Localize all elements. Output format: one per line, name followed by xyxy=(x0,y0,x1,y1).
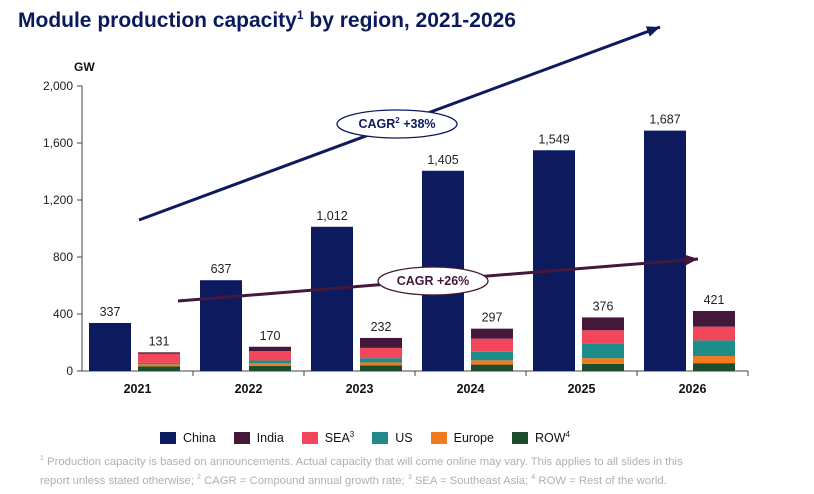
bar-segment-us xyxy=(582,343,624,359)
legend-label: Europe xyxy=(453,430,494,445)
cagr-26-annotation-text: CAGR +26% xyxy=(397,274,470,288)
stack-total-label: 232 xyxy=(371,320,392,334)
x-tick-label: 2026 xyxy=(679,382,707,396)
bar-segment-row xyxy=(471,364,513,371)
cagr-38-trend-arrow-head xyxy=(645,26,660,37)
bar-segment-india xyxy=(138,352,180,354)
bar-segment-india xyxy=(582,317,624,331)
x-tick-label: 2025 xyxy=(568,382,596,396)
legend-item-india: India xyxy=(233,430,284,445)
footnote-line-2: report unless stated otherwise; 2 CAGR =… xyxy=(40,473,667,487)
bar-segment-europe xyxy=(249,363,291,366)
bar-china xyxy=(533,150,575,371)
legend-swatch xyxy=(511,431,528,444)
bar-segment-sea xyxy=(138,353,180,363)
china-value-label: 1,405 xyxy=(427,153,458,167)
legend-swatch xyxy=(301,431,318,444)
bar-segment-us xyxy=(138,362,180,365)
legend-item-sea: SEA3 xyxy=(301,430,355,446)
bar-segment-europe xyxy=(471,360,513,365)
legend-swatch xyxy=(372,431,389,444)
legend-swatch xyxy=(160,431,176,444)
bar-segment-sea xyxy=(249,351,291,361)
chart-title: Module production capacity1 by region, 2… xyxy=(18,8,516,33)
footnote: 1 Production capacity is based on announ… xyxy=(40,451,800,489)
china-value-label: 337 xyxy=(100,305,121,319)
cagr-38-annotation-text: CAGR2 +38% xyxy=(358,116,435,131)
bar-segment-us xyxy=(360,358,402,363)
cagr-26-trend-arrow-head xyxy=(684,254,698,266)
x-tick-label: 2023 xyxy=(346,382,374,396)
bar-segment-india xyxy=(249,346,291,352)
bar-segment-europe xyxy=(138,364,180,367)
y-tick-label: 0 xyxy=(66,364,73,378)
bar-segment-row xyxy=(249,365,291,371)
china-value-label: 1,687 xyxy=(649,113,680,127)
bar-segment-india xyxy=(471,328,513,339)
bar-segment-us xyxy=(471,351,513,361)
y-axis-unit-label: GW xyxy=(74,60,95,74)
stack-total-label: 297 xyxy=(482,311,503,325)
bar-segment-sea xyxy=(360,347,402,359)
legend-label: ROW4 xyxy=(534,430,570,446)
title-footnote-marker: 1 xyxy=(296,8,304,22)
y-tick-label: 400 xyxy=(53,307,73,321)
bar-segment-sea xyxy=(693,326,735,341)
bar-segment-row xyxy=(138,366,180,371)
bar-china xyxy=(200,280,242,371)
legend-label: SEA3 xyxy=(324,430,355,446)
bar-segment-row xyxy=(360,365,402,371)
y-tick-label: 800 xyxy=(53,250,73,264)
bar-china xyxy=(644,130,686,371)
bar-segment-us xyxy=(693,340,735,357)
title-main: Module production capacity xyxy=(18,9,297,32)
legend-item-china: China xyxy=(160,430,216,445)
x-tick-label: 2022 xyxy=(235,382,263,396)
x-tick-label: 2024 xyxy=(457,382,485,396)
bar-segment-europe xyxy=(360,362,402,366)
stack-total-label: 131 xyxy=(149,334,170,348)
bar-china xyxy=(89,322,131,371)
china-value-label: 1,549 xyxy=(538,132,569,146)
y-tick-label: 1,200 xyxy=(43,193,73,207)
legend-swatch xyxy=(233,431,250,444)
legend-item-europe: Europe xyxy=(430,430,494,445)
legend-item-us: US xyxy=(372,430,413,445)
china-value-label: 1,012 xyxy=(316,209,347,223)
legend-label: US xyxy=(395,430,413,445)
legend-label: India xyxy=(256,430,284,445)
china-value-label: 637 xyxy=(211,262,232,276)
bar-segment-india xyxy=(360,337,402,348)
cagr-38-annotation-ellipse xyxy=(336,109,458,139)
cagr-26-annotation-ellipse xyxy=(377,266,489,296)
bar-segment-us xyxy=(249,360,291,364)
y-tick-label: 2,000 xyxy=(43,79,73,93)
bar-segment-sea xyxy=(582,330,624,344)
bar-china xyxy=(311,226,353,371)
legend-label: China xyxy=(183,430,216,445)
bar-segment-sea xyxy=(471,338,513,352)
stack-total-label: 376 xyxy=(593,299,614,313)
bar-chart: GW 0 400 800 1,200 1,600 2,000 337 131 2021 637 170… xyxy=(43,25,749,396)
stack-total-label: 170 xyxy=(260,329,281,343)
bar-segment-europe xyxy=(693,356,735,364)
stack-total-label: 421 xyxy=(704,293,725,307)
legend-item-row: ROW4 xyxy=(511,430,570,446)
legend: China India SEA3 US Europe ROW4 xyxy=(160,430,570,445)
bar-segment-india xyxy=(693,311,735,327)
bar-segment-row xyxy=(582,363,624,371)
y-tick-label: 1,600 xyxy=(43,136,73,150)
title-rest: by region, 2021-2026 xyxy=(303,9,516,32)
x-tick-label: 2021 xyxy=(124,382,152,396)
bar-segment-row xyxy=(693,363,735,371)
footnote-line-1: 1 Production capacity is based on announ… xyxy=(40,455,683,468)
bar-segment-europe xyxy=(582,358,624,364)
legend-swatch xyxy=(430,431,447,444)
